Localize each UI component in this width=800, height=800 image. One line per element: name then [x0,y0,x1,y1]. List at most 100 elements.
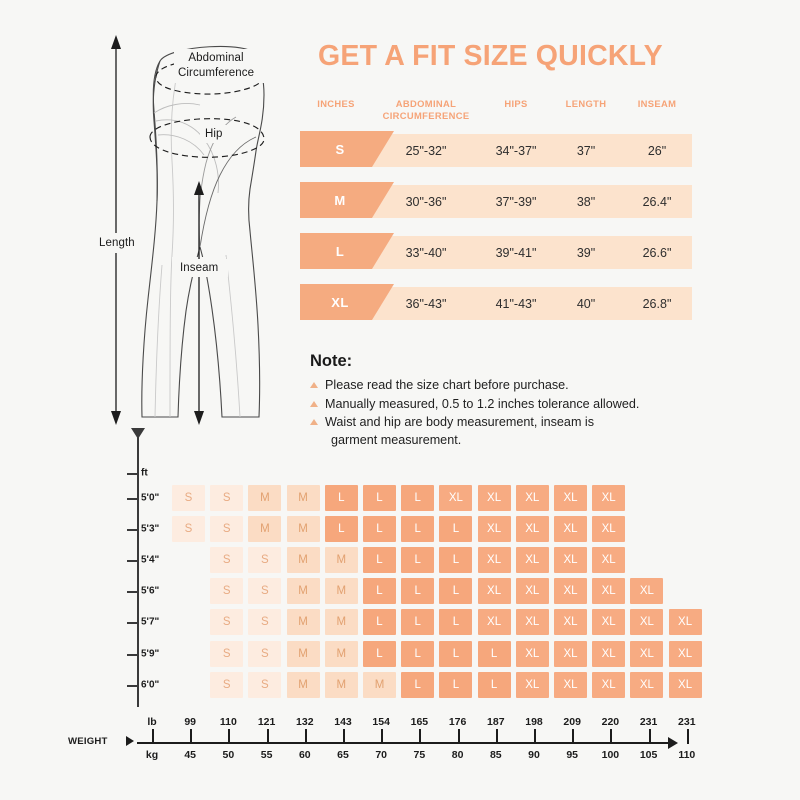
weight-tick-lb: 231 [639,716,658,728]
grid-cell-xl: XL [592,547,626,574]
cell-length: 39" [576,245,596,260]
weight-tick-lb: 176 [448,716,467,728]
grid-cell-m: M [324,640,358,667]
height-tick-label: 6'0" [141,679,160,691]
note-line-text: Manually measured, 0.5 to 1.2 inches tol… [325,396,640,411]
height-axis-tick [127,684,137,687]
weight-tick-kg: 50 [222,749,235,761]
grid-cell-l: L [439,671,473,698]
cell-inseam: 26.4" [642,194,672,209]
grid-cell-l: L [363,609,396,636]
note-section: Note: Please read the size chart before … [310,352,710,450]
grid-cell-xl: XL [592,485,626,511]
note-line-text: Please read the size chart before purcha… [325,378,569,392]
weight-tick-lb: 99 [184,716,197,728]
size-table-body: S 25"-32" 34"-37" 37" 26" M 30"-36" 37"-39" 38" 2… [300,131,692,320]
grid-cell-xl: XL [630,671,664,698]
height-tick-label: 5'3" [141,523,160,535]
weight-axis-tick [266,729,269,744]
grid-cell-l: L [401,671,435,698]
weight-tick-lb: 209 [563,716,581,728]
weight-tick-kg: 55 [260,749,273,761]
header-inseam: INSEAM [637,98,677,109]
weight-tick-kg: 65 [337,749,349,761]
weight-axis-tick [304,729,307,744]
weight-tick-kg: 70 [375,749,388,761]
grid-cell-m: M [324,547,358,574]
size-label: L [335,243,345,259]
grid-cell-m: M [324,609,358,636]
grid-cell-xl: XL [630,609,664,636]
weight-tick-kg: 110 [678,749,696,761]
grid-cell-s: S [248,671,282,698]
cell-inseam: 26.6" [642,245,672,260]
grid-cell-xl: XL [592,516,626,543]
grid-cell-xl: XL [515,609,549,636]
grid-cell-s: S [172,485,205,511]
weight-axis-line [137,742,670,744]
weight-tick-kg: 105 [639,749,658,761]
height-axis-tick [127,653,137,656]
note-line: Please read the size chart before purcha… [310,377,710,395]
grid-cell-xl: XL [554,547,587,574]
grid-cell-m: M [248,516,282,543]
abdominal-label-line1: Abdominal [188,52,244,64]
grid-cell-m: M [324,578,358,605]
cell-inseam: 26.8" [642,296,672,311]
size-label: M [334,192,346,208]
height-axis-tick [127,473,137,475]
cell-length: 37" [576,143,596,158]
grid-cell-xl: XL [515,671,549,698]
grid-cell-l: L [363,640,396,667]
cell-hips: 34"-37" [495,143,537,158]
grid-cell-s: S [248,640,282,667]
height-axis-unit-label: ft [141,467,148,479]
weight-tick-lb: 187 [487,716,505,728]
grid-cell-l: L [363,578,396,605]
size-table-row: L 33"-40" 39"-41" 39" 26.6" [300,233,692,269]
grid-cell-l: L [439,547,473,574]
grid-cell-xl: XL [668,640,702,667]
cell-inseam: 26" [647,143,667,158]
weight-axis-tick [457,729,460,744]
size-table-row: S 25"-32" 34"-37" 37" 26" [300,131,692,167]
grid-cell-xl: XL [630,640,664,667]
grid-cell-m: M [248,485,282,511]
grid-cell-xl: XL [477,485,511,511]
grid-cell-m: M [324,671,358,698]
grid-cell-l: L [401,578,435,605]
grid-cell-l: L [477,640,511,667]
grid-cell-m: M [286,609,320,636]
height-axis-arrow-icon [131,428,145,439]
header-length: LENGTH [565,98,607,109]
grid-cell-xl: XL [477,516,511,543]
weight-label-arrow-icon [126,736,134,746]
weight-tick-kg: 90 [528,749,540,761]
grid-cell-xl: XL [554,671,587,698]
grid-cell-m: M [286,547,320,574]
abdominal-circumference-label: Abdominal Circumference [178,51,254,81]
header-hips: HIPS [504,98,528,109]
weight-tick-lb: 231 [678,716,696,728]
height-axis-tick [127,529,137,532]
size-label: S [335,141,345,157]
grid-cell-xl: XL [439,485,473,511]
abdominal-label-line2: Circumference [178,67,255,79]
grid-cell-xl: XL [515,485,549,511]
grid-cell-xl: XL [668,671,702,698]
grid-cell-m: M [363,671,396,698]
grid-cell-s: S [210,609,244,636]
grid-cell-l: L [363,547,396,574]
weight-tick-kg: 45 [184,749,197,761]
grid-cell-l: L [363,485,396,511]
leggings-illustration: Abdominal Circumference Hip Length Insea… [99,25,310,435]
length-label: Length [99,237,135,249]
grid-cell-m: M [286,671,320,698]
grid-cell-xl: XL [554,485,587,511]
weight-axis-tick [648,729,651,744]
weight-axis-tick [152,729,154,744]
height-axis-tick [127,498,137,500]
triangle-bullet-icon [310,419,318,425]
height-weight-size-grid: WEIGHT S S M M L L L XL XL XL XL XL S S M M L L L L XL XL XL XL… [0,425,800,785]
grid-cell-m: M [286,516,320,543]
